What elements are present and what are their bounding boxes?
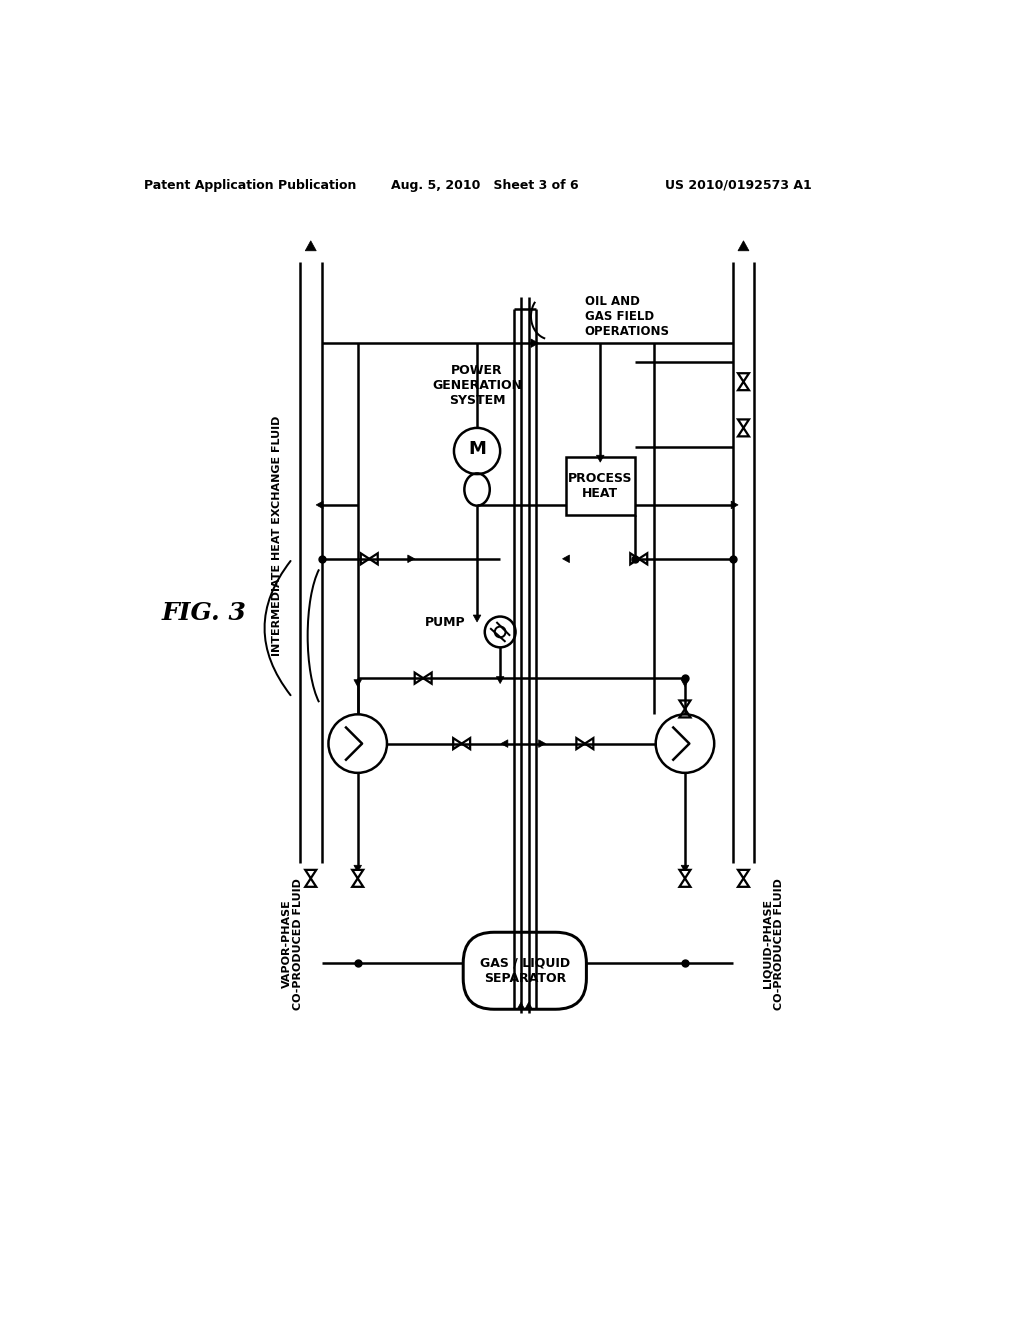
Text: GAS / LIQUID
SEPARATOR: GAS / LIQUID SEPARATOR bbox=[479, 957, 570, 985]
Bar bbox=[565, 457, 635, 515]
Polygon shape bbox=[531, 339, 539, 347]
Text: US 2010/0192573 A1: US 2010/0192573 A1 bbox=[666, 178, 812, 191]
Polygon shape bbox=[680, 878, 690, 887]
Polygon shape bbox=[738, 240, 749, 251]
Polygon shape bbox=[680, 701, 690, 709]
Text: VAPOR-PHASE
CO-PRODUCED FLUID: VAPOR-PHASE CO-PRODUCED FLUID bbox=[282, 878, 303, 1010]
Polygon shape bbox=[305, 240, 316, 251]
Polygon shape bbox=[596, 455, 604, 462]
Polygon shape bbox=[316, 502, 323, 508]
Polygon shape bbox=[577, 738, 585, 750]
Polygon shape bbox=[517, 1002, 524, 1010]
Polygon shape bbox=[415, 673, 423, 684]
Polygon shape bbox=[473, 615, 481, 622]
Polygon shape bbox=[454, 738, 462, 750]
Polygon shape bbox=[731, 502, 738, 508]
Polygon shape bbox=[497, 677, 504, 684]
Polygon shape bbox=[680, 709, 690, 718]
Polygon shape bbox=[501, 739, 508, 747]
Polygon shape bbox=[680, 870, 690, 878]
Text: LIQUID-PHASE
CO-PRODUCED FLUID: LIQUID-PHASE CO-PRODUCED FLUID bbox=[763, 878, 784, 1010]
Text: Aug. 5, 2010   Sheet 3 of 6: Aug. 5, 2010 Sheet 3 of 6 bbox=[391, 178, 579, 191]
Polygon shape bbox=[354, 866, 361, 873]
Text: PROCESS
HEAT: PROCESS HEAT bbox=[568, 471, 633, 500]
Polygon shape bbox=[462, 738, 470, 750]
Text: M: M bbox=[468, 441, 486, 458]
Polygon shape bbox=[305, 878, 316, 887]
Text: OIL AND
GAS FIELD
OPERATIONS: OIL AND GAS FIELD OPERATIONS bbox=[585, 294, 670, 338]
Text: FIG. 3: FIG. 3 bbox=[161, 601, 246, 624]
Polygon shape bbox=[354, 680, 361, 686]
Polygon shape bbox=[408, 554, 415, 562]
Polygon shape bbox=[562, 554, 569, 562]
Polygon shape bbox=[631, 553, 639, 565]
Polygon shape bbox=[639, 553, 647, 565]
Text: Patent Application Publication: Patent Application Publication bbox=[143, 178, 356, 191]
Text: POWER
GENERATION
SYSTEM: POWER GENERATION SYSTEM bbox=[432, 364, 522, 407]
Text: INTERMEDIATE HEAT EXCHANGE FLUID: INTERMEDIATE HEAT EXCHANGE FLUID bbox=[271, 416, 282, 656]
Polygon shape bbox=[681, 866, 689, 873]
Polygon shape bbox=[360, 553, 370, 565]
Polygon shape bbox=[738, 420, 749, 428]
Polygon shape bbox=[585, 738, 593, 750]
Polygon shape bbox=[423, 673, 432, 684]
Polygon shape bbox=[738, 381, 749, 391]
Text: PUMP: PUMP bbox=[425, 616, 466, 630]
Polygon shape bbox=[738, 878, 749, 887]
Polygon shape bbox=[738, 428, 749, 437]
Polygon shape bbox=[352, 878, 364, 887]
Polygon shape bbox=[370, 553, 378, 565]
Polygon shape bbox=[681, 680, 689, 686]
Polygon shape bbox=[738, 374, 749, 381]
Polygon shape bbox=[305, 870, 316, 878]
Polygon shape bbox=[539, 739, 546, 747]
Polygon shape bbox=[738, 870, 749, 878]
Polygon shape bbox=[525, 1002, 532, 1010]
Polygon shape bbox=[352, 870, 364, 878]
